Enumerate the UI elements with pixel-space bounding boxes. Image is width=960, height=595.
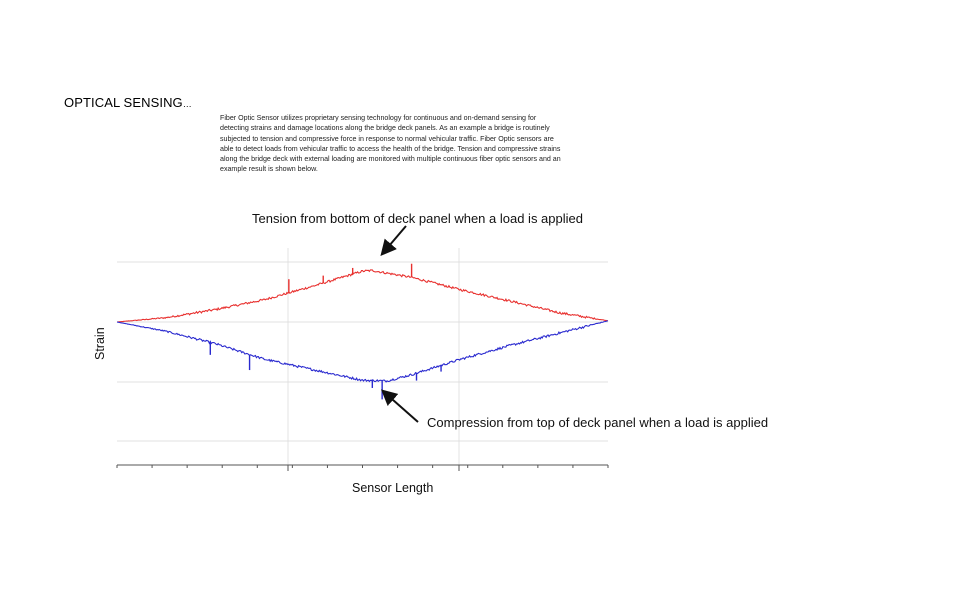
- tension-series-line: [116, 269, 609, 323]
- chart-axes: [116, 464, 609, 471]
- description-line: subjected to tension and compressive for…: [220, 134, 554, 143]
- series-layer: [116, 263, 609, 400]
- description-line: example result is shown below.: [220, 165, 318, 174]
- slide-title: OPTICAL SENSING…: [64, 95, 192, 110]
- compression-annotation: Compression from top of deck panel when …: [427, 415, 768, 430]
- x-axis-label: Sensor Length: [352, 481, 433, 495]
- description-line: able to detect loads from vehicular traf…: [220, 144, 561, 153]
- description-line: Fiber Optic Sensor utilizes proprietary …: [220, 114, 537, 122]
- compression-arrow: [381, 389, 419, 423]
- tension-arrow: [380, 225, 407, 257]
- description-line: along the bridge deck with external load…: [220, 155, 561, 164]
- tension-annotation: Tension from bottom of deck panel when a…: [252, 211, 583, 226]
- description-line: detecting strains and damage locations a…: [220, 124, 550, 133]
- y-axis-label: Strain: [93, 327, 107, 360]
- compression-series-line: [116, 320, 609, 383]
- slide-title-text: OPTICAL SENSING: [64, 95, 183, 110]
- slide-title-ellipsis: …: [182, 99, 192, 109]
- chart-grid: [117, 248, 608, 465]
- annotations: [380, 225, 419, 423]
- description-paragraph: Fiber Optic Sensor utilizes proprietary …: [220, 113, 680, 175]
